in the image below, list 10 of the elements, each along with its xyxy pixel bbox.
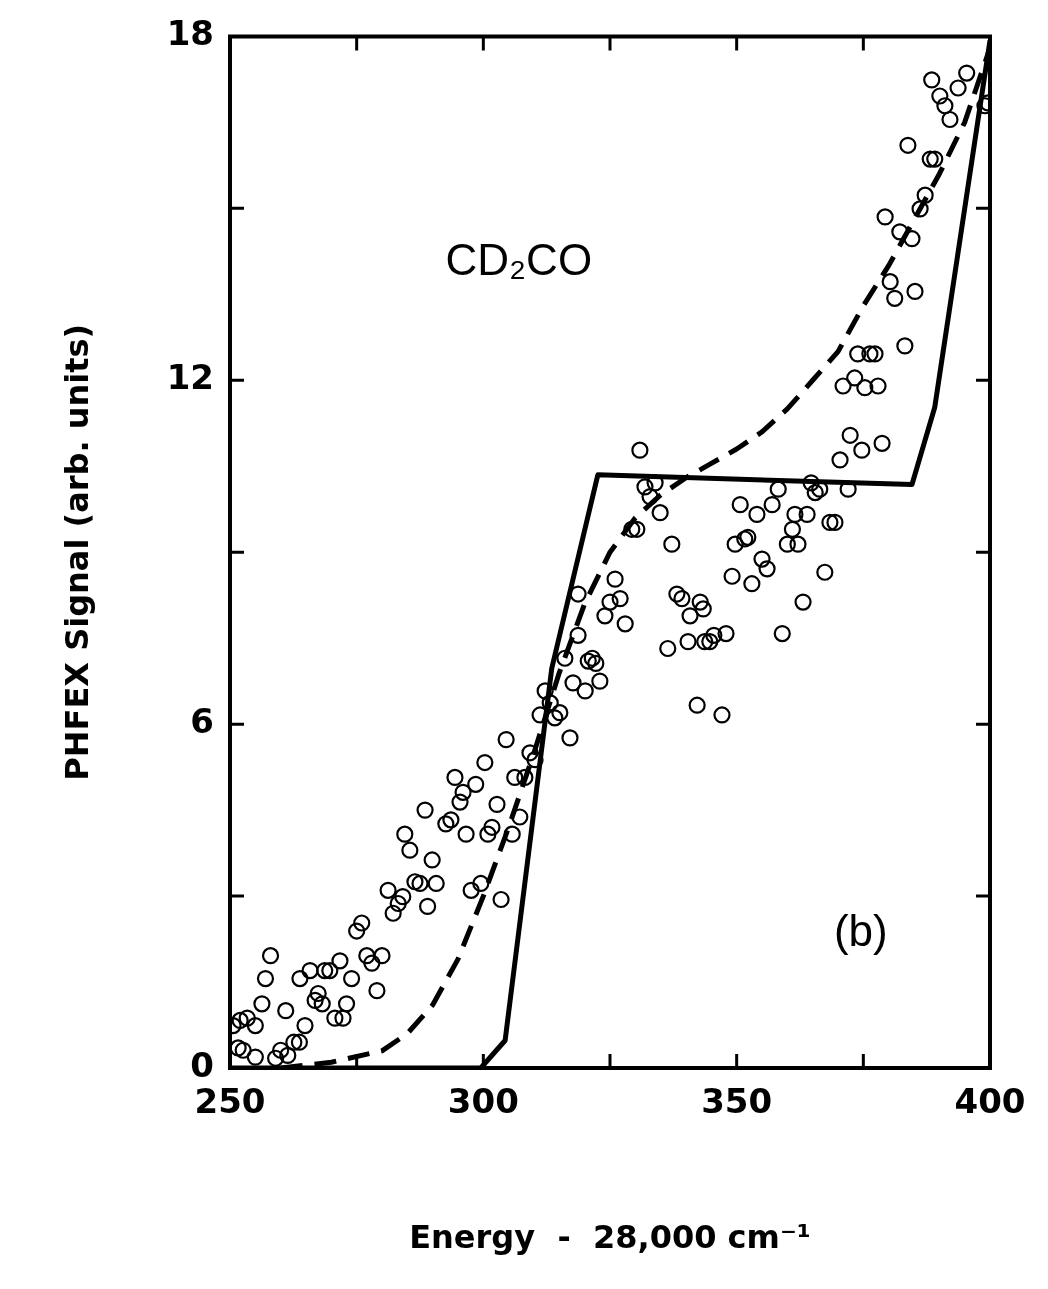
x-tick-label: 350 xyxy=(701,1081,773,1122)
annotation: CD₂CO xyxy=(445,235,593,285)
y-axis-title: PHFEX Signal (arb. units) xyxy=(57,323,96,781)
y-tick-label: 12 xyxy=(166,357,214,398)
x-tick-label: 400 xyxy=(954,1081,1026,1122)
y-tick-label: 6 xyxy=(190,700,214,741)
y-tick-label: 18 xyxy=(166,13,214,54)
x-axis-title: Energy - 28,000 cm⁻¹ xyxy=(409,1218,811,1257)
x-tick-label: 300 xyxy=(447,1081,519,1122)
annotation: (b) xyxy=(833,906,888,956)
